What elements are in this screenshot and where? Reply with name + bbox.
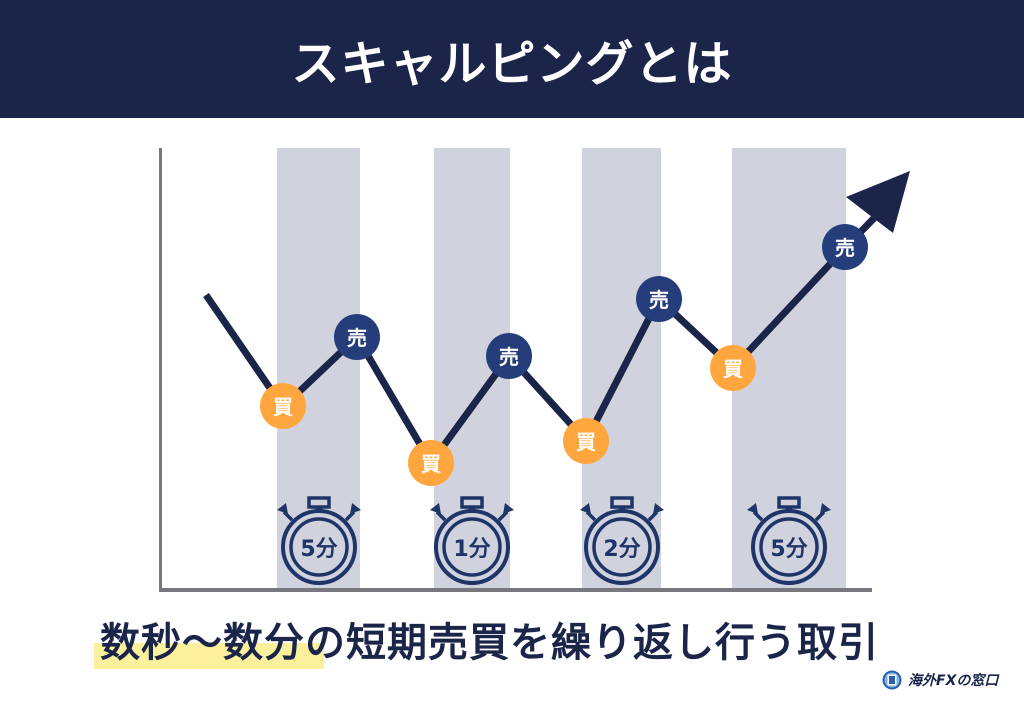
stopwatch-label: 5分	[300, 537, 337, 562]
svg-text:買: 買	[576, 430, 596, 454]
svg-text:売: 売	[499, 345, 519, 369]
y-axis	[159, 148, 162, 592]
header-banner: スキャルピングとは	[0, 0, 1024, 118]
svg-text:売: 売	[649, 288, 669, 312]
stopwatch-icon: 2分	[580, 496, 664, 585]
trade-markers: 買 売 買 売 買 売 買 売	[260, 224, 868, 486]
x-axis	[159, 588, 872, 592]
buy-marker: 買	[408, 440, 454, 486]
svg-text:買: 買	[421, 452, 441, 476]
sell-marker: 売	[334, 314, 380, 360]
stopwatch-icon: 5分	[747, 496, 831, 585]
stopwatch-icons: 5分 1分 2分	[277, 496, 831, 585]
svg-text:買: 買	[273, 395, 293, 419]
svg-text:売: 売	[347, 326, 367, 350]
axes	[159, 148, 872, 592]
stopwatch-icon: 5分	[277, 496, 361, 585]
svg-text:売: 売	[835, 236, 855, 260]
sell-marker: 売	[486, 333, 532, 379]
buy-marker: 買	[710, 345, 756, 391]
sell-marker: 売	[636, 276, 682, 322]
sell-marker: 売	[822, 224, 868, 270]
arrow-head-icon	[846, 171, 910, 233]
caption-highlight	[94, 643, 324, 669]
stopwatch-label: 2分	[603, 537, 640, 562]
price-line	[203, 209, 883, 470]
brand-name: 海外FXの窓口	[908, 673, 999, 689]
svg-text:買: 買	[723, 357, 743, 381]
stopwatch-label: 5分	[770, 537, 807, 562]
buy-marker: 買	[260, 383, 306, 429]
buy-marker: 買	[563, 418, 609, 464]
stopwatch-icon: 1分	[430, 496, 514, 585]
stopwatch-label: 1分	[453, 537, 490, 562]
caption: 数秒〜数分の短期売買を繰り返し行う取引	[100, 620, 879, 666]
page-title: スキャルピングとは	[291, 36, 733, 92]
window-logo-icon	[882, 670, 902, 690]
brand-logo: 海外FXの窓口	[882, 670, 998, 690]
